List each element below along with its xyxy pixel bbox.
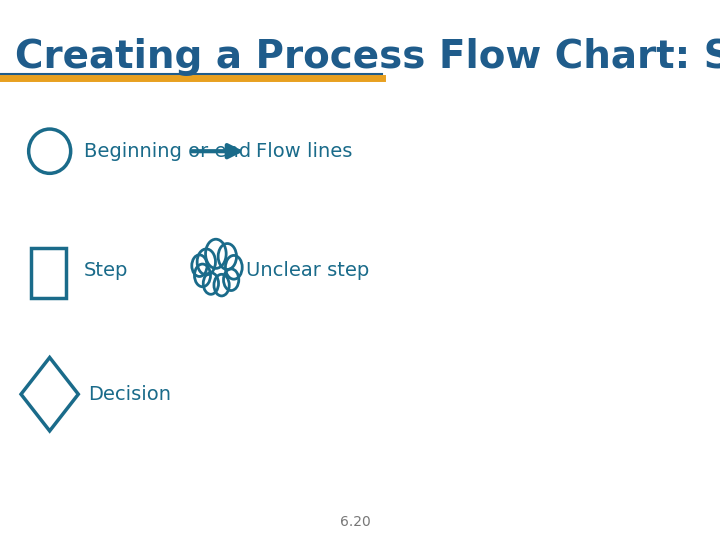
Circle shape [192,255,207,276]
Text: Decision: Decision [88,384,171,404]
Circle shape [194,264,210,287]
Text: 6.20: 6.20 [340,515,371,529]
Ellipse shape [29,129,71,173]
Text: Beginning or end: Beginning or end [84,141,251,161]
Circle shape [214,274,229,296]
Circle shape [205,239,226,268]
Circle shape [197,249,215,275]
Bar [32,248,66,298]
Circle shape [203,273,219,294]
Circle shape [225,255,242,279]
Text: Step: Step [84,260,128,280]
Polygon shape [21,357,78,431]
Text: Flow lines: Flow lines [256,141,352,161]
Circle shape [218,244,236,269]
Text: Creating a Process Flow Chart: Symbols: Creating a Process Flow Chart: Symbols [15,38,720,76]
Circle shape [223,269,239,291]
Text: Unclear step: Unclear step [246,260,369,280]
